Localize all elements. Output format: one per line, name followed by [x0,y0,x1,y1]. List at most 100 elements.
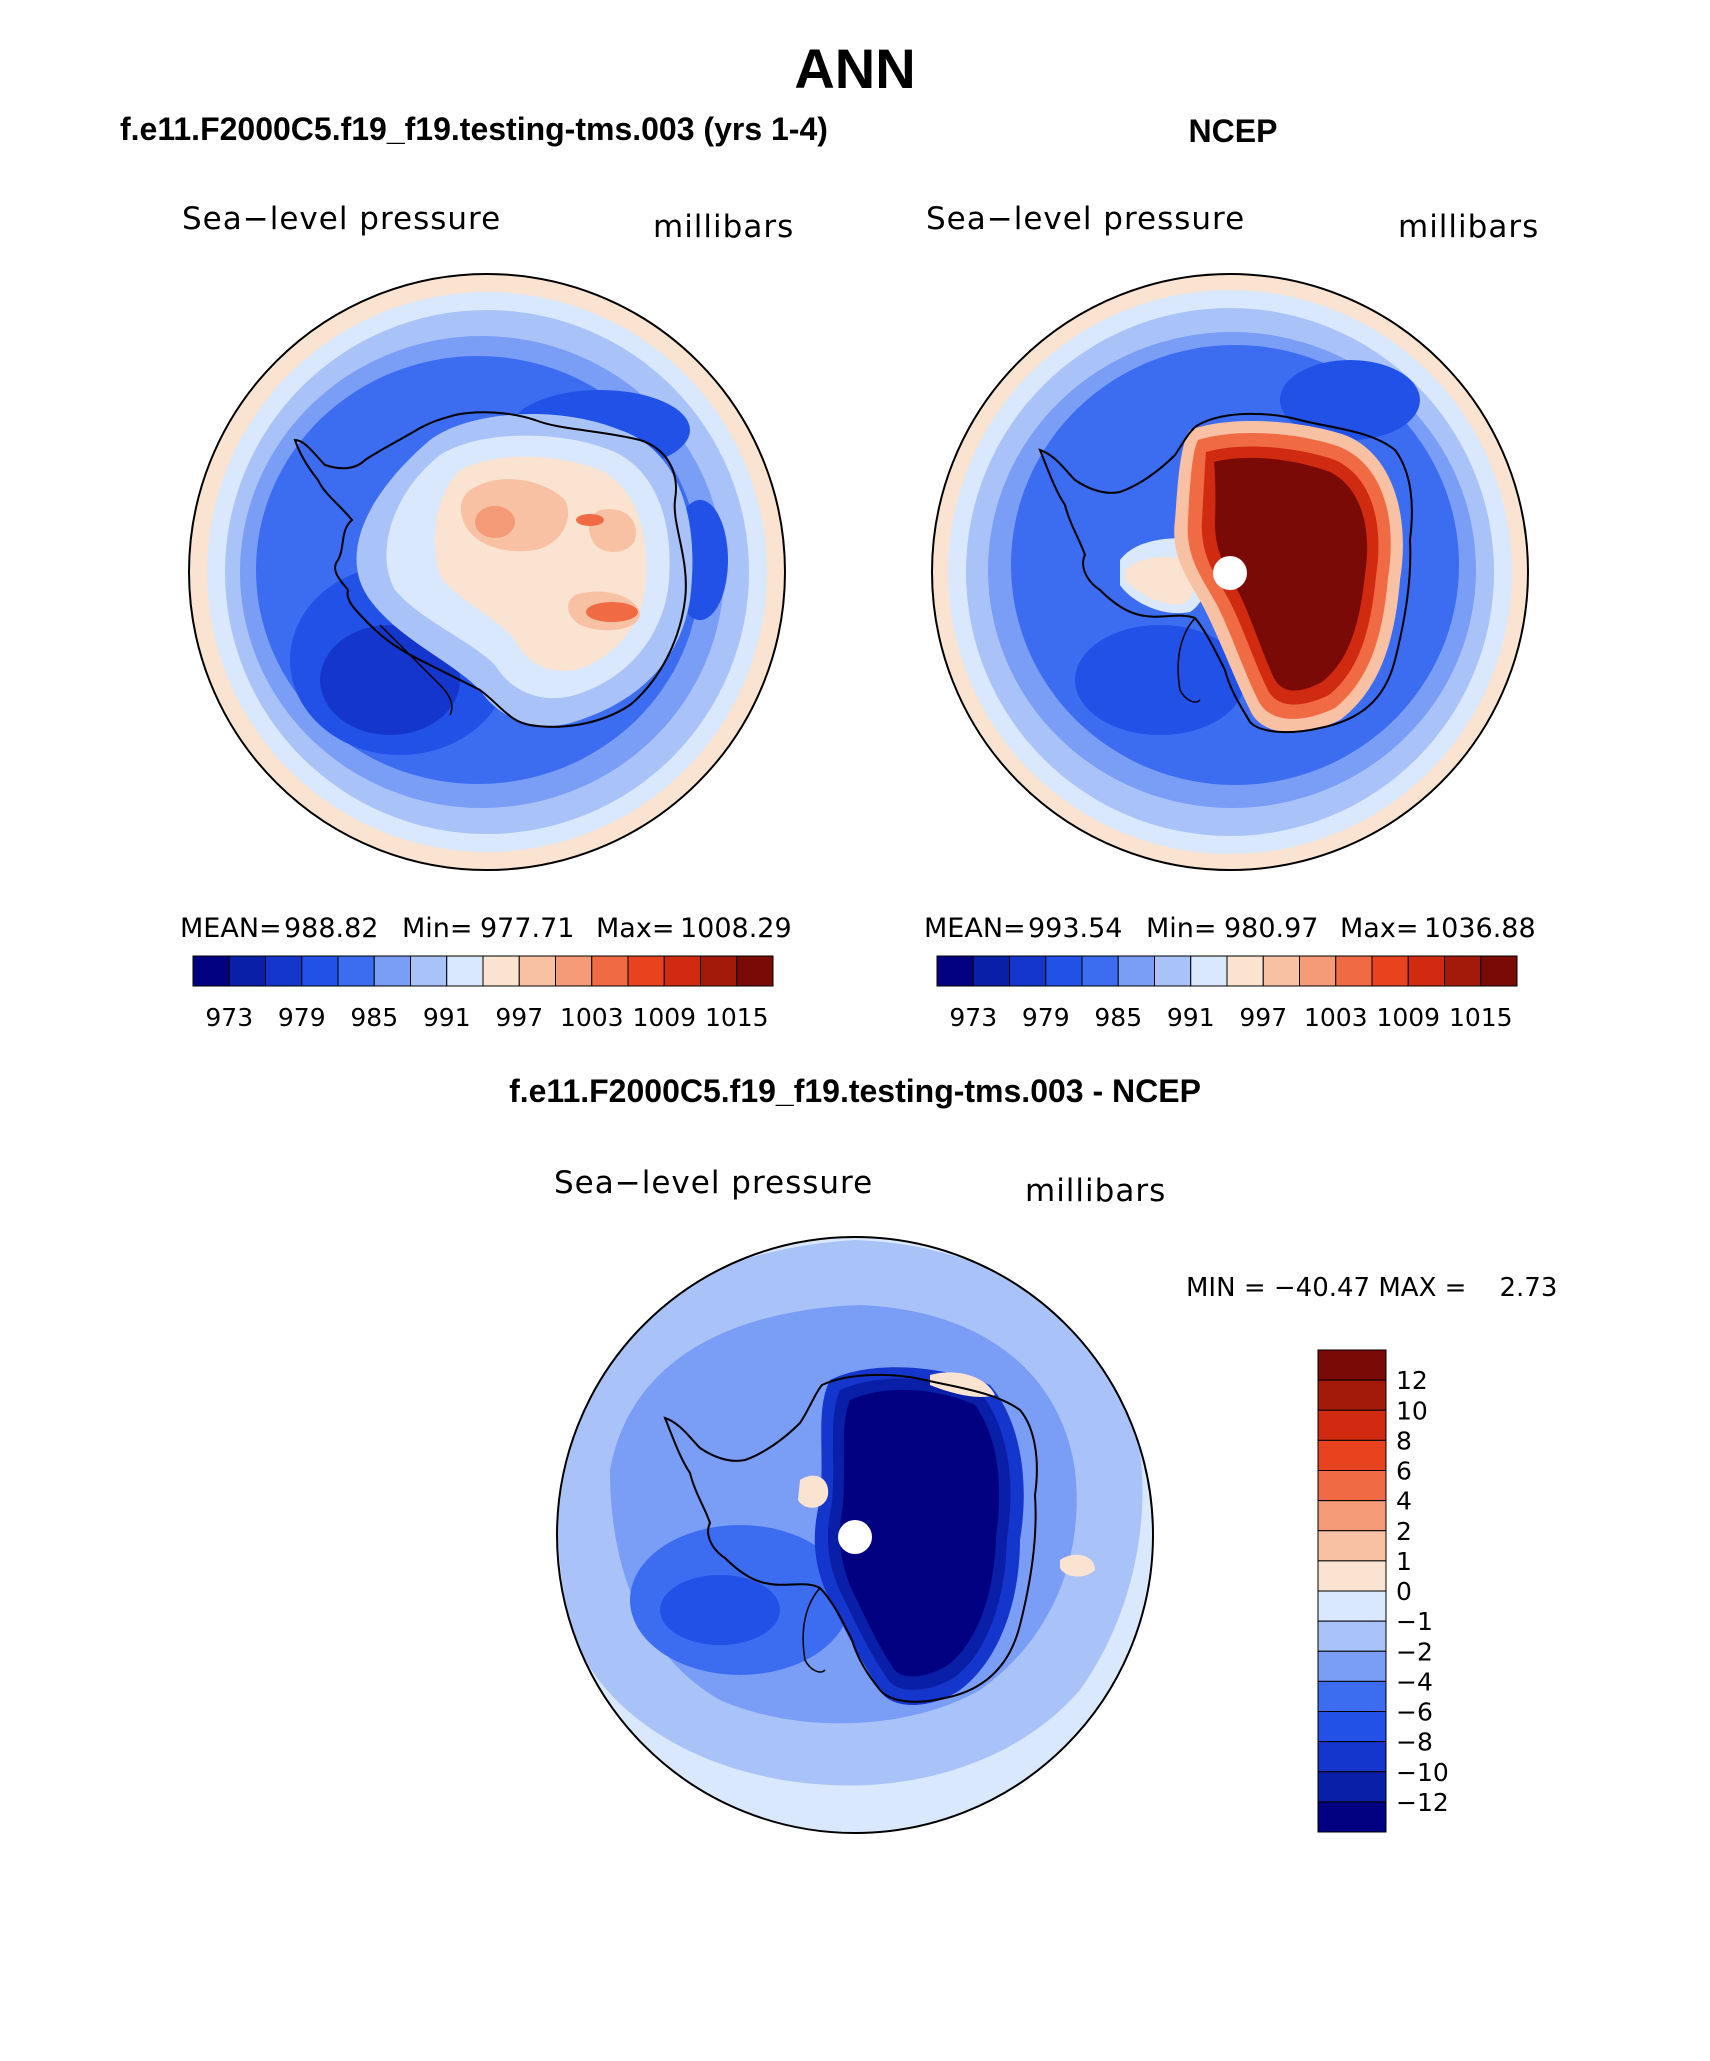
colorbar-diff-tick-label: −8 [1396,1728,1433,1757]
colorbar-diff-tick-label: 4 [1396,1487,1412,1516]
stats-model-mean-label: MEAN= [180,913,282,944]
colorbar-model-tick-label: 985 [350,1003,398,1032]
stats-model-min-value: 977.71 [480,913,574,944]
stats-obs: MEAN= 993.54 Min= 980.97 Max= 1036.88 [924,913,1536,944]
colorbar-model: 973 979 985 991 997 1003 1009 1015 [192,955,774,1032]
colorbar-diff-tick-label: 1 [1396,1547,1412,1576]
panel-diff-minmax: MIN = −40.47 MAX = 2.73 [1186,1273,1557,1303]
colorbar-diff-swatch [1317,1680,1387,1712]
colorbar-obs-swatch [1480,955,1518,987]
colorbar-model-swatch [627,955,665,987]
stats-obs-max-label: Max= [1340,913,1418,944]
colorbar-obs-swatch [1407,955,1445,987]
colorbar-diff-tick-label: 2 [1396,1517,1412,1546]
colorbar-diff-tick-label: −10 [1396,1758,1449,1787]
colorbar-diff-swatch [1317,1409,1387,1441]
colorbar-model-swatch [265,955,303,987]
colorbar-diff-tick-label: −4 [1396,1667,1433,1696]
colorbar-obs-swatch [1117,955,1155,987]
colorbar-obs-swatch [1371,955,1409,987]
colorbar-obs-swatch [1190,955,1228,987]
colorbar-model-swatch [518,955,556,987]
panel-obs-left-label: Sea−level pressure [926,201,1245,237]
colorbar-obs-tick-label: 997 [1239,1003,1287,1032]
figure-title: ANN [794,37,915,100]
panel-obs-right-label: millibars [1398,209,1539,245]
colorbar-obs-swatch [1335,955,1373,987]
colorbar-model-swatch [373,955,411,987]
colorbar-diff-swatch [1317,1470,1387,1502]
stats-model-max-label: Max= [596,913,674,944]
colorbar-diff-swatch [1317,1771,1387,1803]
colorbar-obs-swatch [936,955,974,987]
colorbar-diff-tick-label: −1 [1396,1607,1433,1636]
panel-model: f.e11.F2000C5.f19_f19.testing-tms.003 (y… [120,111,828,1032]
stats-model-max-value: 1008.29 [680,913,792,944]
panel-model-left-label: Sea−level pressure [182,201,501,237]
colorbar-obs-tick-label: 979 [1022,1003,1070,1032]
colorbar-obs-tick-label: 1009 [1376,1003,1440,1032]
colorbar-obs-swatch [1226,955,1264,987]
colorbar-diff-tick-label: 0 [1396,1577,1412,1606]
colorbar-diff-tick-label: −2 [1396,1637,1433,1666]
stats-model-min-label: Min= [402,913,473,944]
colorbar-model-tick-label: 997 [495,1003,543,1032]
pole-marker [838,1520,872,1554]
colorbar-model-swatch [301,955,339,987]
colorbar-diff-swatch [1317,1590,1387,1622]
colorbar-diff-tick-label: 12 [1396,1366,1428,1395]
colorbar-obs-tick-label: 1015 [1449,1003,1513,1032]
colorbar-obs-swatch [1299,955,1337,987]
colorbar-obs-swatch [1154,955,1192,987]
colorbar-diff-swatch [1317,1741,1387,1773]
panel-diff-right-label: millibars [1025,1173,1166,1209]
stats-obs-min-label: Min= [1146,913,1217,944]
colorbar-diff-swatch [1317,1349,1387,1381]
colorbar-model-swatch [700,955,738,987]
colorbar-model-tick-label: 973 [205,1003,253,1032]
colorbar-model-tick-label: 1009 [632,1003,696,1032]
colorbar-diff-swatch [1317,1500,1387,1532]
colorbar-diff-tick-label: −6 [1396,1698,1433,1727]
colorbar-model-swatch [410,955,448,987]
colorbar-obs-tick-label: 991 [1167,1003,1215,1032]
colorbar-model-swatch [482,955,520,987]
stats-obs-max-value: 1036.88 [1424,913,1536,944]
colorbar-model-swatch [228,955,266,987]
panel-model-title: f.e11.F2000C5.f19_f19.testing-tms.003 (y… [120,111,828,147]
colorbar-diff-swatch [1317,1801,1387,1833]
stats-obs-min-value: 980.97 [1224,913,1318,944]
colorbar-diff-swatch [1317,1379,1387,1411]
colorbar-obs-tick-label: 1003 [1304,1003,1368,1032]
colorbar-diff-swatch [1317,1560,1387,1592]
pole-marker [1213,556,1247,590]
map-model [189,274,785,870]
colorbar-model-tick-label: 991 [423,1003,471,1032]
colorbar-diff-swatch [1317,1650,1387,1682]
colorbar-model-tick-label: 1003 [560,1003,624,1032]
colorbar-diff-tick-label: 6 [1396,1457,1412,1486]
stats-model-mean-value: 988.82 [284,913,378,944]
colorbar-model-swatch [192,955,230,987]
colorbar-diff-tick-label: 8 [1396,1426,1412,1455]
colorbar-obs: 973 979 985 991 997 1003 1009 1015 [936,955,1518,1032]
colorbar-diff-swatch [1317,1711,1387,1743]
colorbar-diff-swatch [1317,1439,1387,1471]
stats-obs-mean-label: MEAN= [924,913,1026,944]
panel-diff-title: f.e11.F2000C5.f19_f19.testing-tms.003 - … [509,1073,1201,1109]
colorbar-model-tick-label: 979 [278,1003,326,1032]
colorbar-obs-tick-label: 973 [949,1003,997,1032]
colorbar-model-swatch [446,955,484,987]
colorbar-diff-tick-label: 10 [1396,1396,1428,1425]
colorbar-diff-swatch [1317,1530,1387,1562]
stats-model: MEAN= 988.82 Min= 977.71 Max= 1008.29 [180,913,792,944]
panel-model-right-label: millibars [653,209,794,245]
colorbar-obs-swatch [1009,955,1047,987]
colorbar-obs-swatch [1081,955,1119,987]
colorbar-obs-swatch [1262,955,1300,987]
colorbar-model-swatch [555,955,593,987]
stats-obs-mean-value: 993.54 [1028,913,1122,944]
colorbar-model-swatch [736,955,774,987]
